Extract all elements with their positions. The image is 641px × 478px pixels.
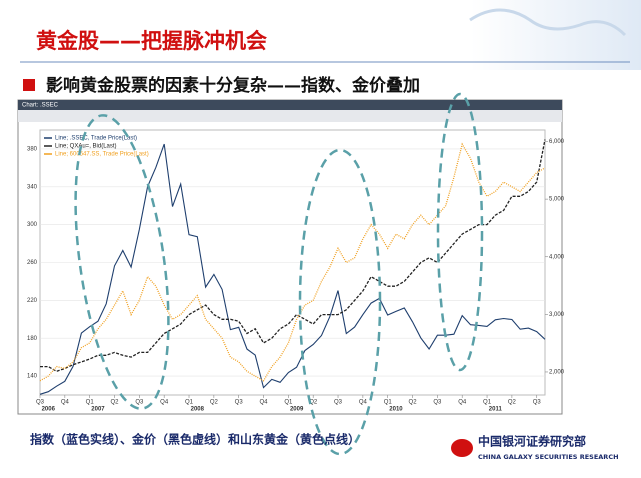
y-tick-label: 260 (27, 260, 38, 266)
x-year-label: 2011 (489, 407, 503, 413)
x-tick-label: Q3 (135, 400, 144, 406)
series-line (40, 139, 546, 373)
slide-title: 黄金股——把握脉冲机会 (36, 29, 267, 53)
x-tick-label: Q4 (359, 400, 368, 406)
y2-tick-label: 2,000 (549, 370, 565, 376)
x-tick-label: Q3 (235, 400, 244, 406)
y-tick-label: 140 (27, 374, 38, 380)
subtitle: 影响黄金股票的因素十分复杂——指数、金价叠加 (46, 75, 420, 96)
x-tick-label: Q1 (86, 400, 95, 406)
y2-tick-label: 4,000 (549, 254, 565, 260)
legend-label: Line; .SSEC, Trade Price(Last) (55, 136, 137, 142)
y2-tick-label: 5,000 (549, 197, 565, 203)
y-tick-label: 380 (27, 147, 38, 153)
cloud-decor (469, 8, 627, 37)
chart-titlebar (18, 100, 562, 110)
logo-en: CHINA GALAXY SECURITIES RESEARCH (478, 453, 619, 461)
logo-mark (451, 439, 473, 457)
y2-tick-label: 6,000 (549, 139, 565, 145)
x-tick-label: Q1 (483, 400, 492, 406)
y-tick-label: 340 (27, 184, 38, 190)
x-tick-label: Q2 (210, 400, 219, 406)
x-year-label: 2006 (42, 407, 56, 413)
x-tick-label: Q4 (260, 400, 269, 406)
chart-toolbar (18, 110, 562, 122)
x-tick-label: Q2 (111, 400, 120, 406)
x-tick-label: Q4 (61, 400, 70, 406)
x-tick-label: Q1 (384, 400, 393, 406)
chart-title: Chart: .SSEC (22, 103, 59, 109)
y-tick-label: 300 (27, 222, 38, 228)
highlight-ellipse (436, 92, 484, 372)
y-tick-label: 180 (27, 336, 38, 342)
x-tick-label: Q1 (185, 400, 194, 406)
highlight-ellipse (74, 114, 170, 410)
x-tick-label: Q2 (309, 400, 318, 406)
x-year-label: 2007 (91, 407, 105, 413)
x-tick-label: Q3 (334, 400, 343, 406)
x-year-label: 2008 (191, 407, 205, 413)
legend-label: Line; 600547.SS, Trade Price(Last) (55, 152, 149, 158)
x-tick-label: Q2 (508, 400, 517, 406)
x-tick-label: Q1 (284, 400, 293, 406)
y-tick-label: 220 (27, 298, 38, 304)
x-tick-label: Q3 (433, 400, 442, 406)
x-tick-label: Q3 (36, 400, 45, 406)
caption: 指数（蓝色实线）、金价（黑色虚线）和山东黄金（黄色点线） (30, 432, 360, 447)
header-decor (300, 0, 641, 70)
bullet (23, 79, 35, 91)
series-line (39, 143, 546, 395)
x-year-label: 2009 (290, 407, 304, 413)
x-tick-label: Q4 (160, 400, 169, 406)
x-year-label: 2010 (389, 407, 403, 413)
highlight-ellipse (298, 148, 382, 456)
x-tick-label: Q3 (533, 400, 542, 406)
y2-tick-label: 3,000 (549, 312, 565, 318)
logo-cn: 中国银河证券研究部 (478, 434, 586, 449)
x-tick-label: Q2 (409, 400, 418, 406)
legend-label: Line; QXAu=, Bid(Last) (55, 144, 117, 150)
x-tick-label: Q4 (458, 400, 467, 406)
